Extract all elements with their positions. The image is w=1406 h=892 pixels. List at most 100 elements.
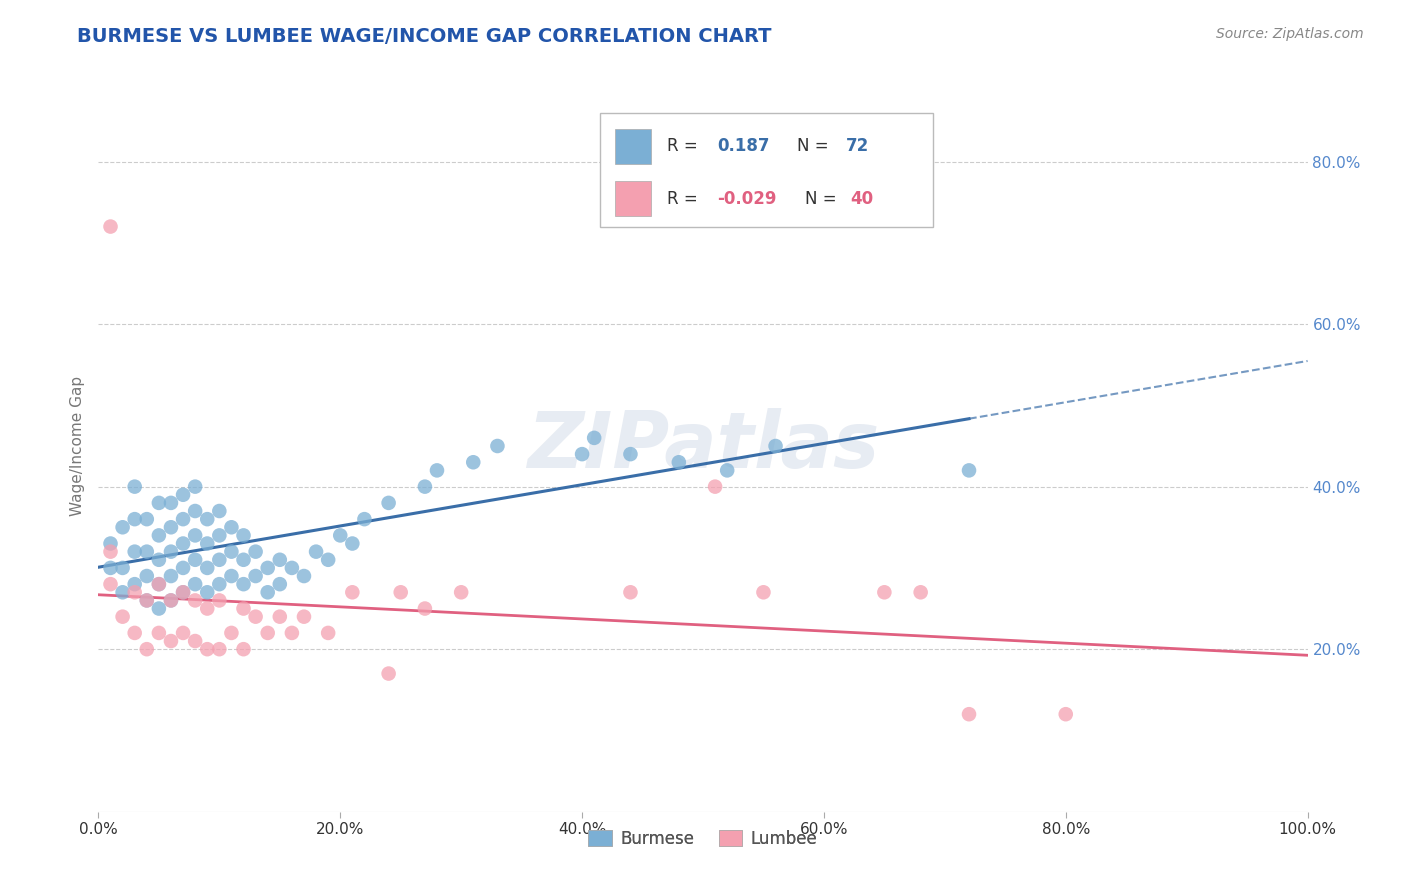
FancyBboxPatch shape (600, 113, 932, 227)
Point (716, 463, 738, 477)
Point (245, 544, 267, 558)
Point (124, 577, 146, 591)
Point (377, 666, 399, 681)
Point (208, 553, 231, 567)
Point (135, 569, 157, 583)
Point (160, 496, 183, 510)
FancyBboxPatch shape (614, 128, 651, 163)
Point (195, 585, 218, 599)
Point (957, 463, 980, 477)
Point (148, 626, 170, 640)
Point (316, 553, 339, 567)
Point (619, 585, 641, 599)
Point (172, 585, 194, 599)
Point (195, 512, 218, 526)
Point (208, 642, 231, 657)
Text: R =: R = (666, 137, 703, 155)
Point (111, 561, 134, 575)
FancyBboxPatch shape (614, 181, 651, 217)
Text: 40: 40 (851, 190, 873, 208)
Point (256, 561, 278, 575)
Point (148, 577, 170, 591)
Point (704, 480, 727, 494)
Point (172, 626, 194, 640)
Point (208, 528, 231, 542)
Point (195, 561, 218, 575)
Text: 72: 72 (845, 137, 869, 155)
Text: -0.029: -0.029 (717, 190, 778, 208)
Point (135, 642, 157, 657)
Point (281, 626, 304, 640)
Point (486, 439, 509, 453)
Point (195, 642, 218, 657)
Point (172, 488, 194, 502)
Text: Source: ZipAtlas.com: Source: ZipAtlas.com (1216, 27, 1364, 41)
Point (100, 561, 122, 575)
Point (752, 585, 775, 599)
Point (377, 496, 399, 510)
Point (342, 536, 364, 550)
Text: N =: N = (804, 190, 841, 208)
Point (148, 553, 170, 567)
Point (100, 577, 122, 591)
Point (100, 536, 122, 550)
Point (124, 626, 146, 640)
Point (232, 601, 254, 615)
Point (873, 585, 896, 599)
Point (413, 601, 436, 615)
Legend: Burmese, Lumbee: Burmese, Lumbee (582, 823, 824, 855)
Point (463, 455, 485, 469)
Point (910, 585, 932, 599)
Point (957, 707, 980, 722)
Text: R =: R = (666, 190, 703, 208)
Point (184, 577, 207, 591)
Point (172, 512, 194, 526)
Point (160, 520, 183, 534)
Point (221, 520, 243, 534)
Text: 0.187: 0.187 (717, 137, 770, 155)
Point (389, 585, 412, 599)
Point (232, 642, 254, 657)
Point (232, 528, 254, 542)
Point (305, 544, 328, 558)
Point (184, 593, 207, 607)
Point (281, 561, 304, 575)
Point (124, 585, 146, 599)
Point (184, 553, 207, 567)
Point (256, 626, 278, 640)
Point (184, 634, 207, 648)
Point (619, 447, 641, 461)
Point (583, 431, 606, 445)
Point (1054, 707, 1077, 722)
Point (111, 520, 134, 534)
Point (111, 609, 134, 624)
Point (135, 544, 157, 558)
Text: ZIPatlas: ZIPatlas (527, 408, 879, 484)
Point (221, 544, 243, 558)
Point (353, 512, 375, 526)
Point (135, 593, 157, 607)
Point (172, 536, 194, 550)
Point (160, 593, 183, 607)
Point (269, 553, 291, 567)
Point (100, 219, 122, 234)
Point (148, 601, 170, 615)
Point (232, 577, 254, 591)
Point (208, 504, 231, 518)
Point (172, 561, 194, 575)
Point (111, 585, 134, 599)
Point (269, 609, 291, 624)
Point (172, 585, 194, 599)
Y-axis label: Wage/Income Gap: Wage/Income Gap (69, 376, 84, 516)
Point (221, 626, 243, 640)
Point (342, 585, 364, 599)
Point (195, 601, 218, 615)
Point (148, 528, 170, 542)
Point (221, 569, 243, 583)
Text: N =: N = (797, 137, 834, 155)
Point (232, 553, 254, 567)
Point (426, 463, 449, 477)
Point (413, 480, 436, 494)
Point (148, 496, 170, 510)
Point (245, 569, 267, 583)
